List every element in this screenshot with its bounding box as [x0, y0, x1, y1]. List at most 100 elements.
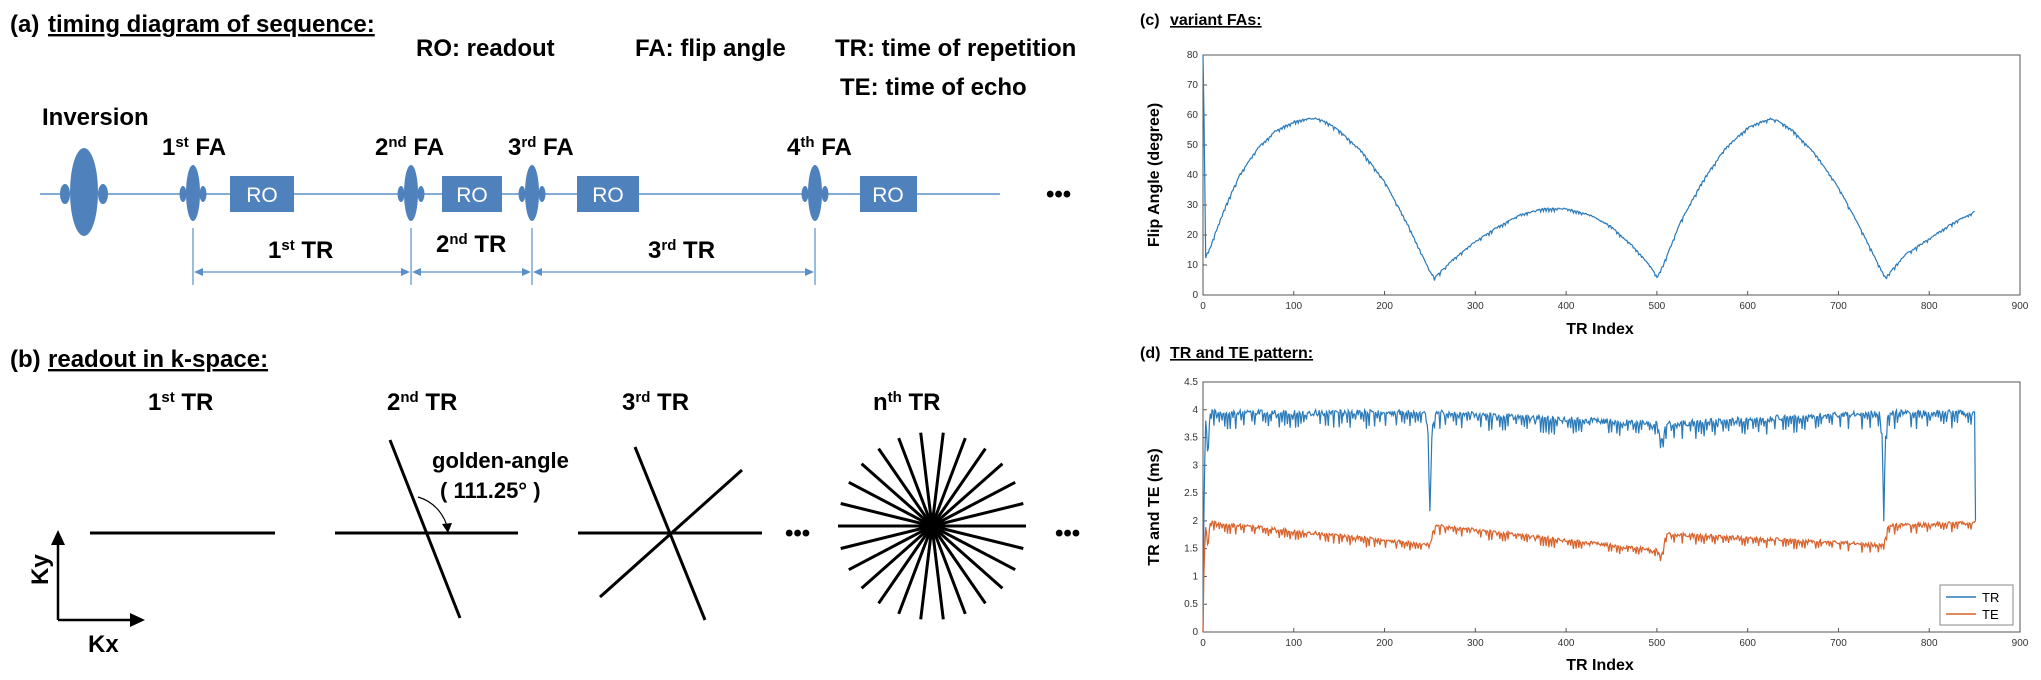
fa-label-2: 2nd FA [375, 134, 444, 162]
chart-d-legend: TR TE [1939, 584, 2014, 626]
legend-tr: TR: time of repetition [835, 35, 1076, 62]
x-tick-label: 100 [1285, 301, 1302, 312]
x-tick-label: 0 [1200, 638, 1206, 649]
x-tick-label: 700 [1830, 638, 1847, 649]
kspace-tr-label-2: 2nd TR [387, 389, 457, 417]
y-tick-label: 4 [1192, 405, 1198, 416]
ky-label: Ky [27, 554, 54, 585]
kx-label: Kx [88, 631, 119, 658]
y-tick-label: 3 [1192, 460, 1198, 471]
timeline-ellipsis: ••• [1046, 181, 1071, 208]
tr-brackets [192, 228, 816, 285]
x-tick-label: 300 [1467, 301, 1484, 312]
inversion-pulse [60, 148, 108, 236]
ro-block-4-label: RO [872, 184, 904, 207]
ro-block-4: RO [860, 176, 917, 212]
y-tick-label: 70 [1187, 80, 1199, 91]
x-tick-label: 900 [2012, 301, 2029, 312]
tr-arrow-1 [194, 268, 410, 276]
legend-te-label: TE [1982, 607, 1999, 622]
chart-d-te-line [1202, 520, 1976, 633]
panel-b: (b) readout in k-space: 1st TR 2nd TR 3r… [10, 346, 1080, 658]
x-tick-label: 600 [1739, 301, 1756, 312]
ro-block-3: RO [577, 176, 639, 212]
chart-c-fa-line [1202, 54, 1975, 281]
chart-d-xlabel: TR Index [1566, 657, 1634, 674]
x-tick-label: 300 [1467, 638, 1484, 649]
ro-block-2-label: RO [456, 184, 488, 207]
tr-label-2: 2nd TR [436, 231, 506, 259]
kspace-spoke [840, 502, 1024, 550]
panel-c: (c) variant FAs: 0 100 200 300 400 500 600 700 8… [1140, 12, 2029, 338]
panel-a-title: timing diagram of sequence: [48, 11, 375, 38]
y-tick-label: 10 [1187, 260, 1199, 271]
x-tick-label: 500 [1649, 301, 1666, 312]
kspace-ellipsis-2: ••• [1055, 520, 1080, 547]
kx-arrowhead [130, 613, 145, 627]
chart-c-ylabel: Flip Angle (degree) [1146, 103, 1163, 247]
golden-angle-arrowhead [442, 523, 452, 533]
x-tick-label: 0 [1200, 301, 1206, 312]
kspace-tr-label-1: 1st TR [148, 389, 213, 417]
y-tick-label: 2 [1192, 516, 1198, 527]
fa-label-4: 4th FA [787, 134, 852, 162]
chart-d-plot-area [1202, 381, 2021, 633]
x-tick-label: 800 [1921, 638, 1938, 649]
y-tick-label: 4.5 [1184, 377, 1198, 388]
chart-d-ticks: 0 100 200 300 400 500 600 700 800 900 0 0.5 1 1.5 2 2.5… [1184, 377, 2029, 649]
y-tick-label: 80 [1187, 50, 1199, 61]
ro-block-3-label: RO [592, 184, 624, 207]
tr-label-1: 1st TR [268, 237, 333, 265]
x-tick-label: 800 [1921, 301, 1938, 312]
chart-d-tr-line [1202, 407, 1977, 633]
golden-angle-value: ( 111.25° ) [440, 478, 541, 503]
x-tick-label: 500 [1649, 638, 1666, 649]
legend-te: TE: time of echo [840, 74, 1027, 101]
y-tick-label: 60 [1187, 110, 1199, 121]
chart-c-ticks: 0 100 200 300 400 500 600 700 800 900 0 10 20 30 40 50 6… [1187, 50, 2029, 312]
tr-arrow-3 [533, 268, 814, 276]
fa-pulse-2 [397, 165, 425, 221]
x-tick-label: 700 [1830, 301, 1847, 312]
y-tick-label: 50 [1187, 140, 1199, 151]
y-tick-label: 20 [1187, 230, 1199, 241]
kspace-tr3 [578, 446, 762, 621]
tr-arrow-2 [412, 268, 531, 276]
ro-block-2: RO [442, 176, 502, 212]
panel-d-title: TR and TE pattern: [1170, 345, 1313, 362]
ky-arrowhead [51, 530, 65, 545]
panel-c-title: variant FAs: [1170, 12, 1262, 29]
x-tick-label: 200 [1376, 301, 1393, 312]
x-tick-label: 400 [1558, 301, 1575, 312]
chart-c-plot-area [1202, 54, 2021, 296]
y-tick-label: 0 [1192, 290, 1198, 301]
panel-a: (a) timing diagram of sequence: RO: read… [10, 11, 1076, 285]
kspace-tr2 [335, 439, 518, 619]
x-tick-label: 100 [1285, 638, 1302, 649]
legend-fa: FA: flip angle [635, 35, 786, 62]
x-tick-label: 900 [2012, 638, 2029, 649]
panel-a-label: (a) [10, 11, 39, 38]
kspace-tr-label-3: 3rd TR [622, 389, 689, 417]
chart-d-ylabel: TR and TE (ms) [1146, 448, 1163, 565]
inversion-label: Inversion [42, 104, 149, 131]
k-axes [51, 530, 145, 627]
chart-c-xlabel: TR Index [1566, 321, 1634, 338]
y-tick-label: 3.5 [1184, 433, 1198, 444]
ro-block-1-label: RO [246, 184, 278, 207]
panel-d: (d) TR and TE pattern: 0 100 200 300 400 500 6… [1140, 345, 2029, 674]
kspace-trn-star [838, 432, 1026, 620]
y-tick-label: 0 [1192, 627, 1198, 638]
panel-b-label: (b) [10, 346, 41, 373]
x-tick-label: 400 [1558, 638, 1575, 649]
legend-tr-label: TR [1982, 590, 1999, 605]
panel-c-label: (c) [1140, 12, 1160, 29]
kspace-tr-label-n: nth TR [873, 389, 941, 417]
ro-block-1: RO [230, 176, 294, 212]
y-tick-label: 40 [1187, 170, 1199, 181]
y-tick-label: 2.5 [1184, 488, 1198, 499]
y-tick-label: 30 [1187, 200, 1199, 211]
panel-b-title: readout in k-space: [48, 346, 268, 373]
fa-pulse-1 [179, 165, 207, 221]
